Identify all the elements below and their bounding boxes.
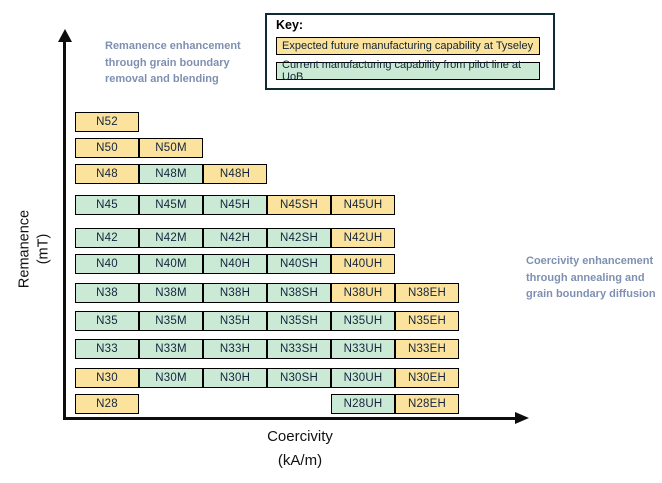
grade-cell-n35m: N35M [139,311,203,331]
coercivity-enhancement-annotation: Coercivity enhancement through annealing… [526,253,662,303]
grade-cell-n40sh: N40SH [267,254,331,274]
grade-row-n42: N42 N42M N42H N42SH N42UH [75,228,459,248]
grade-cell-n38eh: N38EH [395,283,459,303]
grade-cell-n40h: N40H [203,254,267,274]
y-axis-arrow-icon [57,29,72,42]
grade-cell-n48: N48 [75,164,139,184]
grade-cell-n45uh: N45UH [331,195,395,215]
grade-cell-n42h: N42H [203,228,267,248]
grade-cell-n45sh: N45SH [267,195,331,215]
grade-row-n45: N45 N45M N45H N45SH N45UH [75,195,459,215]
grade-cell-n35sh: N35SH [267,311,331,331]
y-axis-label: Remanence (mT) [16,177,58,322]
x-axis-arrow-icon [515,412,529,424]
y-axis-label-line2: (mT) [35,233,52,265]
grade-cell-n50m: N50M [139,138,203,158]
grade-cell-n45m: N45M [139,195,203,215]
x-axis-line [63,417,516,420]
grade-cell-n40m: N40M [139,254,203,274]
grade-cell-n48m: N48M [139,164,203,184]
annotation-left-line3: removal and blending [105,73,219,85]
grade-row-n30: N30 N30M N30H N30SH N30UH N30EH [75,368,459,388]
grade-cell-n28eh: N28EH [395,394,459,414]
grade-cell-n33eh: N33EH [395,339,459,359]
grade-cell-n45h: N45H [203,195,267,215]
grade-cell-n28uh: N28UH [331,394,395,414]
grade-cell-n38: N38 [75,283,139,303]
annotation-right-line1: Coercivity enhancement [526,255,654,267]
grade-cell-n33sh: N33SH [267,339,331,359]
grade-row-n52: N52 [75,112,459,132]
grade-cell-n40uh: N40UH [331,254,395,274]
grade-row-n48: N48 N48M N48H [75,164,459,184]
y-axis-label-line1: Remanence [16,209,33,289]
grade-cell-n35: N35 [75,311,139,331]
grade-cell-n35uh: N35UH [331,311,395,331]
remanence-enhancement-annotation: Remanence enhancement through grain boun… [105,38,275,88]
grade-cell-n48h: N48H [203,164,267,184]
grade-cell-n42uh: N42UH [331,228,395,248]
grade-cell-n30sh: N30SH [267,368,331,388]
grade-cell-n30h: N30H [203,368,267,388]
grade-row-n28: N28 N28UH N28EH [75,394,459,414]
grade-row-n38: N38 N38M N38H N38SH N38UH N38EH [75,283,459,303]
grade-row-n40: N40 N40M N40H N40SH N40UH [75,254,459,274]
grade-cell-n33h: N33H [203,339,267,359]
legend-entry-future: Expected future manufacturing capability… [276,37,540,55]
x-axis-label: Coercivity (kA/m) [200,425,400,473]
legend-key-title: Key: [276,18,304,32]
annotation-right-line2: through annealing and [526,271,645,284]
grade-cell-n30: N30 [75,368,139,388]
legend-entry-current: Current manufacturing capability from pi… [276,59,540,83]
annotation-left-line1: Remanence enhancement [105,40,241,52]
legend-key-box: Key: Expected future manufacturing capab… [265,13,555,90]
x-axis-label-line2: (kA/m) [277,452,323,469]
grade-cell-n35eh: N35EH [395,311,459,331]
annotation-left-line2: through grain boundary [105,56,230,69]
x-axis-label-line1: Coercivity [267,428,333,445]
grade-cell-n33: N33 [75,339,139,359]
grade-cell-n30uh: N30UH [331,368,395,388]
grade-cell-n45: N45 [75,195,139,215]
grade-row-n50: N50 N50M [75,138,459,158]
grade-cell-n30eh: N30EH [395,368,459,388]
annotation-right-line3: grain boundary diffusion [526,288,656,300]
grade-cell-n50: N50 [75,138,139,158]
grade-cell-n33uh: N33UH [331,339,395,359]
grade-cell-n42m: N42M [139,228,203,248]
grade-cell-n38m: N38M [139,283,203,303]
grade-cell-n33m: N33M [139,339,203,359]
grade-cell-n52: N52 [75,112,139,132]
y-axis-line [63,40,66,420]
grade-cell-n38h: N38H [203,283,267,303]
grade-cell-n40: N40 [75,254,139,274]
grade-cell-n38sh: N38SH [267,283,331,303]
grade-cell-n42: N42 [75,228,139,248]
grade-cell-n42sh: N42SH [267,228,331,248]
grade-row-n35: N35 N35M N35H N35SH N35UH N35EH [75,311,459,331]
grade-cell-n30m: N30M [139,368,203,388]
grade-cell-n38uh: N38UH [331,283,395,303]
grade-cell-n35h: N35H [203,311,267,331]
grade-row-n33: N33 N33M N33H N33SH N33UH N33EH [75,339,459,359]
grade-grid: N52 N50 N50M N48 N48M N48H N45 N45M N45H N45SH N45… [75,112,459,414]
grade-cell-n28: N28 [75,394,139,414]
